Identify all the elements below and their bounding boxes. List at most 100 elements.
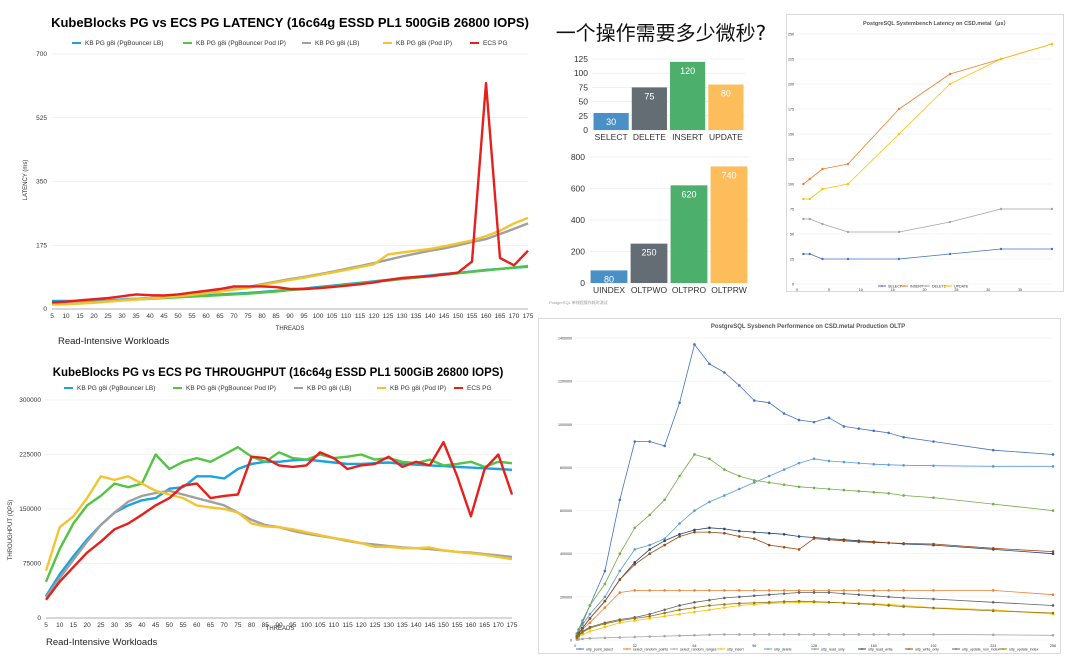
latency-xtick-label: 10	[62, 313, 70, 320]
csd-latency-ytick-label: 100	[788, 183, 794, 187]
throughput-xtick-label: 170	[493, 622, 504, 629]
csd-latency-xtick-label: 0	[796, 288, 798, 292]
oltp-point-4-24	[902, 463, 905, 467]
csd-latency-series-line-1	[803, 43, 1053, 185]
oltp-point-7-18	[812, 537, 816, 540]
oltp-point-6-27	[1051, 552, 1055, 556]
oltp-point-9-3	[588, 626, 592, 630]
csd-latency-point-0-7	[1050, 247, 1054, 251]
oltp-point-8-8	[663, 608, 666, 612]
latency-y-axis-label: LATENCY (ms)	[23, 160, 29, 201]
oltp-point-2-14	[752, 633, 756, 636]
oltp-point-2-8	[663, 634, 666, 638]
csd-latency-legend-marker-2	[925, 285, 927, 287]
oltp-point-0-7	[648, 440, 651, 443]
oltp-point-5-11	[708, 457, 711, 461]
throughput-x-axis-label: THREADS	[266, 626, 295, 632]
oltp-series-line-4	[576, 458, 1053, 636]
csd-latency-xtick-label: 15	[891, 288, 895, 292]
oltp-point-8-27	[1051, 604, 1055, 607]
csd-latency-ytick-label: 25	[790, 258, 794, 262]
oltp-point-9-1	[577, 634, 581, 637]
micro-bars-top-bar-value-2: 120	[680, 66, 695, 76]
csd-latency-point-3-5	[948, 82, 952, 86]
oltp-point-0-4	[603, 569, 607, 573]
oltp-point-9-11	[708, 604, 711, 607]
oltp-point-8-14	[752, 594, 756, 598]
csd-latency-point-2-1	[808, 217, 811, 221]
micro-bars-bottom-category-label-2: OLTPRO	[672, 285, 707, 295]
csd-latency-legend-marker-1	[903, 285, 905, 287]
latency-xtick-label: 150	[453, 313, 464, 320]
oltp-legend-label-8: oltp_update_non_index	[962, 647, 1000, 651]
latency-xtick-label: 110	[341, 313, 352, 320]
oltp-point-1-13	[738, 589, 741, 592]
oltp-point-4-11	[708, 500, 711, 504]
latency-xtick-label: 140	[425, 313, 436, 320]
latency-xtick-label: 165	[495, 313, 506, 320]
oltp-ytick-label: 1000000	[558, 423, 572, 427]
oltp-point-7-11	[708, 530, 711, 534]
throughput-xtick-label: 35	[125, 622, 133, 629]
oltp-legend-marker-9	[1002, 648, 1004, 650]
latency-xtick-label: 55	[188, 313, 196, 320]
oltp-point-4-26	[991, 465, 995, 468]
oltp-point-7-22	[872, 541, 876, 544]
oltp-point-3-11	[708, 608, 711, 612]
throughput-xtick-label: 90	[275, 622, 283, 629]
oltp-point-5-4	[603, 582, 607, 586]
csd-latency-point-0-3	[846, 257, 850, 261]
oltp-legend-label-4: oltp_delete	[774, 647, 792, 651]
oltp-point-7-15	[767, 543, 771, 547]
oltp-point-8-10	[693, 600, 696, 604]
oltp-xtick-label: 192	[931, 644, 937, 648]
oltp-point-5-16	[782, 483, 786, 486]
oltp-chart: PostgreSQL Sysbench Performence on CSD.m…	[538, 318, 1061, 654]
oltp-point-4-14	[752, 481, 756, 484]
micro-bars-top-bar-value-3: 80	[721, 89, 731, 99]
latency-ytick-label: 525	[36, 115, 47, 122]
micro-bars-top: 0 25 50 75 100 125 30 SELECT 75 DELETE 120 INSERT 80…	[574, 54, 745, 142]
oltp-legend-label-1: select_random_points	[633, 647, 668, 651]
oltp-point-3-10	[693, 610, 696, 614]
oltp-point-7-17	[797, 548, 801, 551]
csd-latency-point-3-0	[802, 197, 805, 201]
oltp-point-1-5	[618, 591, 622, 594]
throughput-xtick-label: 100	[301, 622, 312, 629]
micro-bars-top-bar-2	[670, 61, 706, 131]
csd-latency-frame	[786, 14, 1064, 292]
oltp-point-1-4	[603, 606, 607, 609]
oltp-point-5-27	[1051, 509, 1055, 512]
micro-bars-top-ytick-label: 125	[574, 54, 588, 64]
csd-latency-point-2-2	[821, 222, 824, 226]
oltp-point-6-7	[648, 548, 651, 551]
oltp-point-1-27	[1051, 593, 1055, 596]
oltp-point-4-5	[618, 569, 622, 573]
oltp-ytick-label: 600000	[560, 509, 572, 513]
oltp-legend-marker-1	[626, 648, 628, 650]
throughput-xtick-label: 150	[438, 622, 449, 629]
csd-latency-series-line-3	[803, 43, 1053, 200]
throughput-xtick-label: 110	[329, 622, 340, 629]
csd-latency-ytick-label: 225	[788, 58, 794, 62]
throughput-xtick-label: 160	[465, 622, 476, 629]
oltp-point-3-12	[723, 606, 726, 609]
oltp-point-8-24	[902, 596, 905, 600]
csd-latency-xtick-label: 5	[828, 288, 830, 292]
csd-latency-xtick-label: 10	[859, 288, 863, 292]
latency-xtick-label: 90	[286, 313, 294, 320]
csd-latency-point-3-7	[1050, 42, 1054, 46]
oltp-point-1-10	[693, 589, 696, 592]
oltp-point-4-20	[842, 460, 846, 464]
micro-bars-bottom-ytick-label: 600	[571, 184, 585, 194]
throughput-xtick-label: 60	[193, 622, 201, 629]
csd-latency-point-3-2	[821, 187, 824, 191]
throughput-xtick-label: 85	[262, 622, 270, 629]
latency-xtick-label: 170	[509, 313, 520, 320]
latency-xtick-label: 85	[272, 313, 280, 320]
csd-latency-point-1-3	[846, 162, 850, 166]
latency-xtick-label: 100	[313, 313, 324, 320]
oltp-legend-marker-3	[720, 648, 722, 650]
micro-bars-bottom-category-label-3: OLTPRW	[711, 285, 747, 295]
oltp-point-4-6	[633, 548, 637, 551]
